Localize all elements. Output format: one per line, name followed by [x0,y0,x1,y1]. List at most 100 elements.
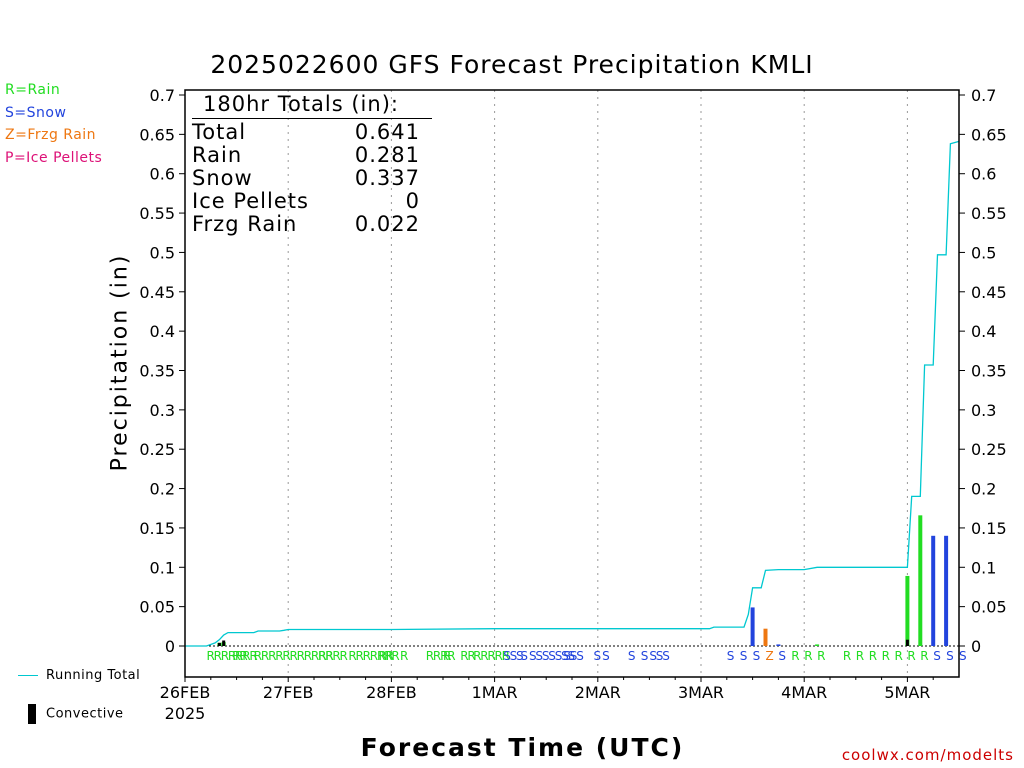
convective-bar [222,640,226,646]
y-tick-label-left: 0.5 [150,243,175,262]
y-tick-label-left: 0.65 [139,125,175,144]
y-tick-label-right: 0.55 [971,204,1007,223]
ptype-marker-rain: R [400,649,408,663]
y-tick-label-right: 0.65 [971,125,1007,144]
ptype-marker-snow: S [628,649,635,663]
y-tick-label-left: 0.35 [139,362,175,381]
y-tick-label-right: 0.6 [971,165,996,184]
y-tick-label-left: 0.1 [150,558,175,577]
y-tick-label-left: 0.25 [139,440,175,459]
site-credit: coolwx.com/modelts [841,746,1014,764]
ptype-marker-snow: S [753,649,760,663]
x-tick-sublabel: 2025 [165,704,206,723]
ptype-marker-rain: RR [460,649,475,663]
y-tick-label-right: 0.4 [971,322,996,341]
convective-bar [217,642,221,646]
legend-frzg-rain: Z=Frzg Rain [5,127,97,143]
x-axis-label: Forecast Time (UTC) [360,733,685,762]
ptype-marker-snow: S [520,649,527,663]
convective-bar [905,639,909,646]
precip-bar-snow [931,535,936,646]
x-tick-label: 27FEB [263,683,314,702]
ptype-marker-snow: SSS [503,649,523,663]
legend-convective-label: Convective [46,706,124,722]
y-tick-label-left: 0.4 [150,322,175,341]
precip-bar-snow [776,644,781,646]
totals-value: 0 [405,189,420,213]
ptype-marker-rain: R [895,649,903,663]
precip-bars [217,515,949,646]
y-tick-label-right: 0.45 [971,283,1007,302]
totals-row-frzg-rain: Frzg Rain 0.022 [192,213,420,236]
x-tick-label: 28FEB [366,683,417,702]
y-tick-label-right: 0.5 [971,243,996,262]
legend-running-total-label: Running Total [46,668,141,683]
x-tick-label: 5MAR [884,683,930,702]
ptype-marker-rain: R [391,649,399,663]
y-tick-label-left: 0.6 [150,165,175,184]
x-tick-label: 2MAR [575,683,621,702]
y-tick-label-right: 0.25 [971,440,1007,459]
y-tick-label-left: 0.55 [139,204,175,223]
y-tick-label-right: 0.1 [971,558,996,577]
y-tick-label-right: 0.15 [971,519,1007,538]
ptype-marker-snow: S [727,649,734,663]
totals-label: Ice Pellets [192,189,309,213]
ptype-marker-snow: SSSSS [542,649,575,663]
y-tick-label-left: 0.05 [139,598,175,617]
ptype-marker-snow: SS [563,649,576,663]
y-tick-label-left: 0.2 [150,480,175,499]
y-tick-label-left: 0.3 [150,401,175,420]
running-total-path [185,140,960,647]
ptype-marker-rain: RR [379,649,394,663]
totals-value: 0.022 [354,212,420,236]
ptype-marker-rain: R [907,649,915,663]
ptype-marker-snow: S [778,649,785,663]
y-tick-label-left: 0.45 [139,283,175,302]
ptype-marker-snow: S [959,649,966,663]
totals-row-ice-pellets: Ice Pellets 0 [192,190,420,213]
ptype-marker-rain: R [869,649,877,663]
running-total-swatch [18,675,38,676]
y-tick-label-right: 0.2 [971,480,996,499]
y-tick-label-right: 0 [971,637,981,656]
legend-ice-pellets: P=Ice Pellets [5,150,103,166]
ptype-marker-rain: RRRRR [473,649,510,663]
ptype-marker-rain: RRRRRRR [207,649,258,663]
totals-row-snow: Snow 0.337 [192,167,420,190]
ptype-marker-frzg_rain: Z [766,649,774,663]
x-tick-label: 3MAR [678,683,724,702]
ptype-marker-snow: S [594,649,601,663]
ptype-marker-rain: R [882,649,890,663]
totals-label: Frzg Rain [192,212,298,236]
ptype-marker-snow: S [946,649,953,663]
totals-row-total: Total 0.641 [192,121,420,144]
totals-label: Snow [192,166,253,190]
precip-bar-rain [905,575,910,646]
ptype-marker-rain: R [817,649,825,663]
ptype-marker-snow: SSS [649,649,669,663]
totals-value: 0.337 [354,166,420,190]
ptype-marker-snow: SS [529,649,542,663]
ptype-marker-rain: R [804,649,812,663]
legend-running-total: Running Total [18,668,140,683]
totals-value: 0.641 [354,120,420,144]
ptype-marker-snow: S [576,649,583,663]
running-total-line [185,140,960,647]
ptype-marker-rain: R [856,649,864,663]
legend-convective: Convective [28,704,124,724]
precip-bar-snow [750,607,755,646]
precip-bar-rain [815,644,820,646]
y-tick-label-left: 0.7 [150,86,175,105]
x-tick-label: 4MAR [781,683,827,702]
ptype-marker-rain: R [843,649,851,663]
chart-title: 2025022600 GFS Forecast Precipitation KM… [210,50,814,79]
ptype-marker-rain: RRRRRR [348,649,392,663]
ptype-marker-snow: S [933,649,940,663]
ptype-marker-rain: R [443,649,451,663]
totals-divider [192,118,432,119]
x-tick-label: 1MAR [472,683,518,702]
ptype-marker-rain: RR [318,649,333,663]
y-tick-label-right: 0.7 [971,86,996,105]
